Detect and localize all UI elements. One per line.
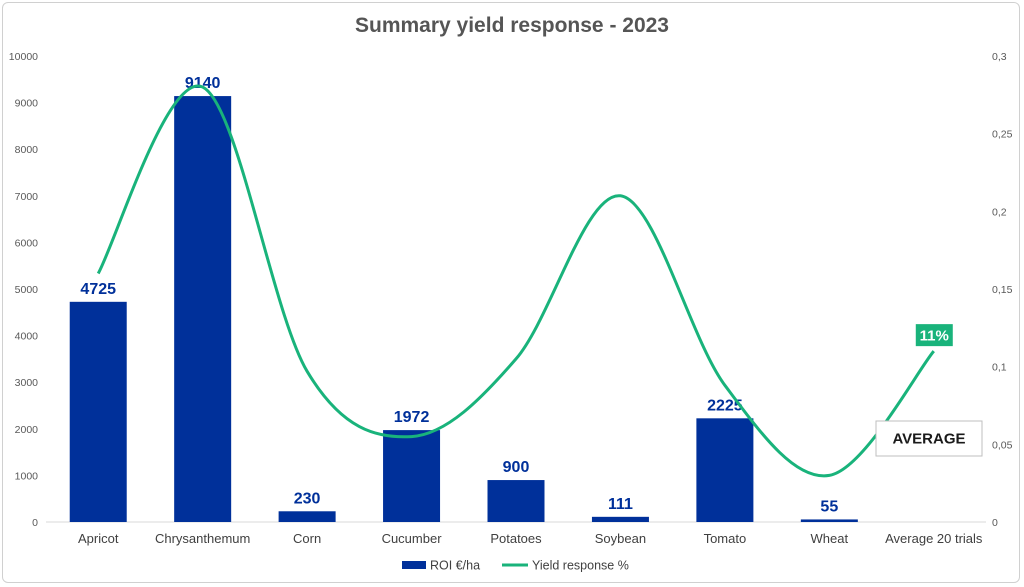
category-label: Soybean (595, 531, 646, 546)
category-label: Chrysanthemum (155, 531, 250, 546)
average-value-badge (915, 324, 953, 347)
left-axis-ticks: 0 1000 2000 3000 4000 5000 6000 7000 8000 9000 100… (9, 51, 38, 529)
left-tick-label: 5000 (15, 284, 39, 296)
category-label: Potatoes (490, 531, 542, 546)
average-label-box (875, 420, 983, 457)
right-tick-label: 0,05 (992, 439, 1013, 451)
left-tick-label: 8000 (15, 144, 39, 156)
bar (487, 480, 545, 522)
right-tick-label: 0 (992, 517, 998, 529)
bar (591, 516, 649, 522)
category-label: Tomato (704, 531, 747, 546)
category-label: Wheat (811, 531, 849, 546)
right-axis-ticks: 0 0,05 0,1 0,15 0,2 0,25 0,3 (992, 51, 1013, 529)
left-tick-label: 9000 (15, 98, 39, 110)
line-series (96, 84, 935, 478)
right-tick-label: 0,2 (992, 206, 1007, 218)
left-tick-label: 7000 (15, 191, 39, 203)
bar (696, 418, 754, 522)
average-label-text: AVERAGE (892, 431, 965, 448)
bar (383, 430, 441, 522)
bar-data-label: 230 (294, 490, 321, 507)
left-tick-label: 1000 (15, 470, 39, 482)
left-tick-label: 4000 (15, 331, 39, 343)
yield-response-line (96, 84, 935, 478)
category-label: Corn (293, 531, 321, 546)
bar (69, 301, 127, 522)
legend: ROI €/ha Yield response % (402, 559, 629, 573)
left-tick-label: 10000 (9, 51, 38, 63)
right-tick-label: 0,25 (992, 129, 1013, 141)
left-tick-label: 2000 (15, 424, 39, 436)
average-value-text: 11% (920, 328, 949, 345)
bar-data-label: 55 (820, 498, 838, 515)
annotations: 11% AVERAGE (875, 324, 983, 457)
left-tick-label: 3000 (15, 377, 39, 389)
category-label: Cucumber (382, 531, 443, 546)
bar-series (69, 96, 858, 523)
bar (800, 519, 858, 522)
bar-data-label: 2225 (707, 397, 743, 414)
left-tick-label: 0 (32, 517, 38, 529)
chart-title: Summary yield response - 2023 (355, 14, 669, 37)
category-label: Apricot (78, 531, 119, 546)
right-tick-label: 0,3 (992, 51, 1007, 63)
legend-swatch-roi (402, 561, 426, 569)
bar-data-label: 4725 (80, 281, 116, 298)
category-labels: Apricot Chrysanthemum Corn Cucumber Potatoes… (78, 531, 983, 546)
bar-data-label: 900 (503, 459, 530, 476)
left-tick-label: 6000 (15, 237, 39, 249)
bar-data-label: 1972 (394, 409, 430, 426)
legend-label-yield: Yield response % (532, 559, 629, 573)
bar-data-label: 111 (608, 496, 633, 513)
bar (174, 96, 232, 523)
category-label: Average 20 trials (885, 531, 983, 546)
right-tick-label: 0,15 (992, 284, 1013, 296)
right-tick-label: 0,1 (992, 362, 1007, 374)
legend-label-roi: ROI €/ha (430, 559, 480, 573)
bar (278, 511, 336, 522)
